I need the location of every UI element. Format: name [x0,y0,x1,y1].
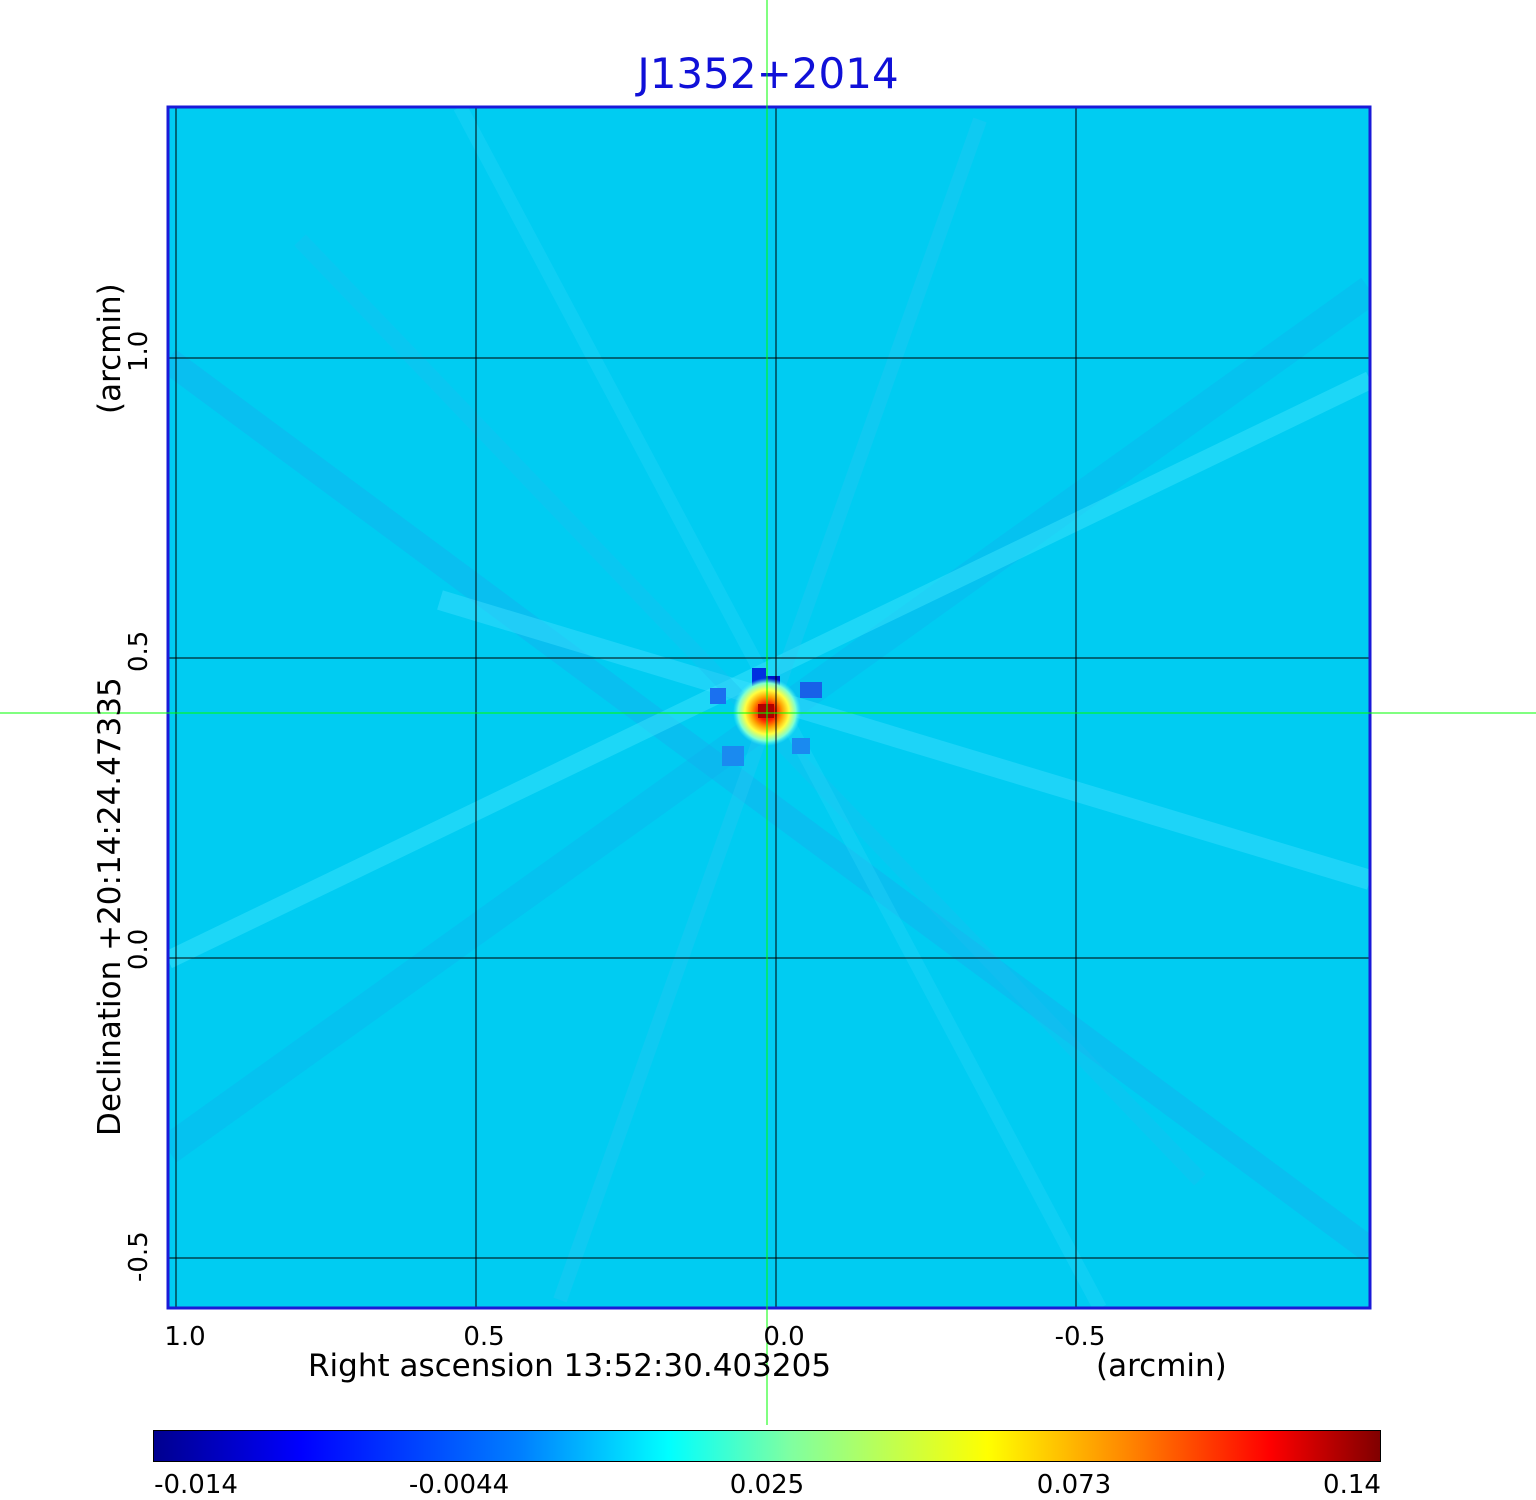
colorbar-tick-label: -0.014 [154,1470,238,1500]
x-tick-label: 1.0 [164,1322,206,1352]
image-streaks [168,107,1370,1308]
y-axis-unit: (arcmin) [92,283,128,414]
x-tick-label: 0.0 [763,1322,805,1352]
x-tick-label: 0.5 [463,1322,505,1352]
y-tick-label: 0.0 [124,928,154,970]
y-axis-label: Declination +20:14:24.47335 [92,677,128,1136]
y-tick-label: 1.0 [124,330,154,372]
colorbar-tick-label: 0.14 [1323,1470,1381,1500]
colorbar-tick-label: 0.025 [729,1470,805,1500]
x-axis-label: Right ascension 13:52:30.403205 [308,1348,832,1384]
y-tick-label: -0.5 [124,1231,154,1282]
crosshair [0,0,1536,1425]
colorbar-tick-label: 0.073 [1036,1470,1112,1500]
colorbar-tick-label: -0.0044 [408,1470,510,1500]
x-axis-unit: (arcmin) [1096,1348,1227,1384]
colorbar [153,1430,1381,1462]
x-tick-label: -0.5 [1054,1322,1106,1352]
y-tick-label: 0.5 [124,630,154,672]
sky-image-plot[interactable] [0,0,1536,1430]
plot-frame [166,105,1372,1310]
coordinate-grid [168,107,1370,1308]
image-title: J1352+2014 [637,49,899,98]
